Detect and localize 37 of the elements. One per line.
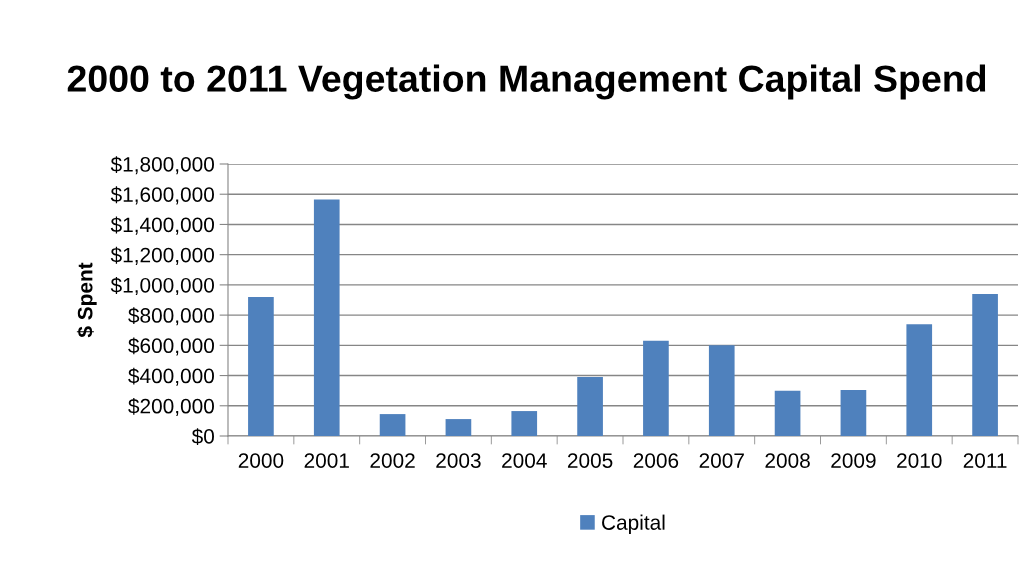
y-tick-label: $600,000 (128, 337, 214, 356)
bar (906, 324, 933, 436)
y-tick-label: $200,000 (128, 397, 214, 416)
bar (577, 377, 603, 436)
y-tick-label: $1,800,000 (110, 156, 214, 175)
x-tick-label: 2002 (370, 453, 415, 468)
chart-title: 2000 to 2011 Vegetation Management Capital Spend (67, 64, 986, 100)
y-tick-label: $800,000 (128, 307, 214, 326)
y-tick-label: $1,600,000 (110, 186, 214, 205)
x-tick-label: 2005 (567, 453, 613, 468)
y-tick-label: $400,000 (128, 367, 214, 386)
x-tick-label: 2003 (436, 453, 481, 468)
bar (840, 389, 867, 436)
y-tick-label: $1,400,000 (110, 216, 214, 235)
y-tick-label: $1,000,000 (110, 277, 214, 296)
x-tick-label: 2011 (963, 453, 1007, 468)
bar (379, 414, 406, 436)
y-tick-label: $1,200,000 (110, 246, 214, 265)
x-tick-label: 2000 (238, 453, 284, 468)
x-tick-label: 2007 (699, 453, 744, 468)
x-tick-label: 2006 (633, 453, 679, 468)
x-tick-label: 2004 (502, 453, 547, 468)
x-tick-label: 2009 (831, 453, 876, 468)
x-tick-label: 2010 (897, 453, 942, 468)
bar (708, 345, 735, 436)
x-tick-label: 2008 (765, 453, 810, 468)
legend-label: Capital (602, 514, 665, 535)
y-axis-title: $ Spent (76, 262, 97, 338)
bar (972, 293, 998, 436)
bar (643, 340, 669, 436)
bar (445, 419, 472, 436)
y-tick-label: $0 (191, 428, 214, 445)
bar (313, 199, 340, 436)
bar (248, 296, 274, 436)
bar (774, 390, 801, 436)
bar (511, 411, 538, 436)
x-tick-label: 2001 (304, 453, 349, 468)
